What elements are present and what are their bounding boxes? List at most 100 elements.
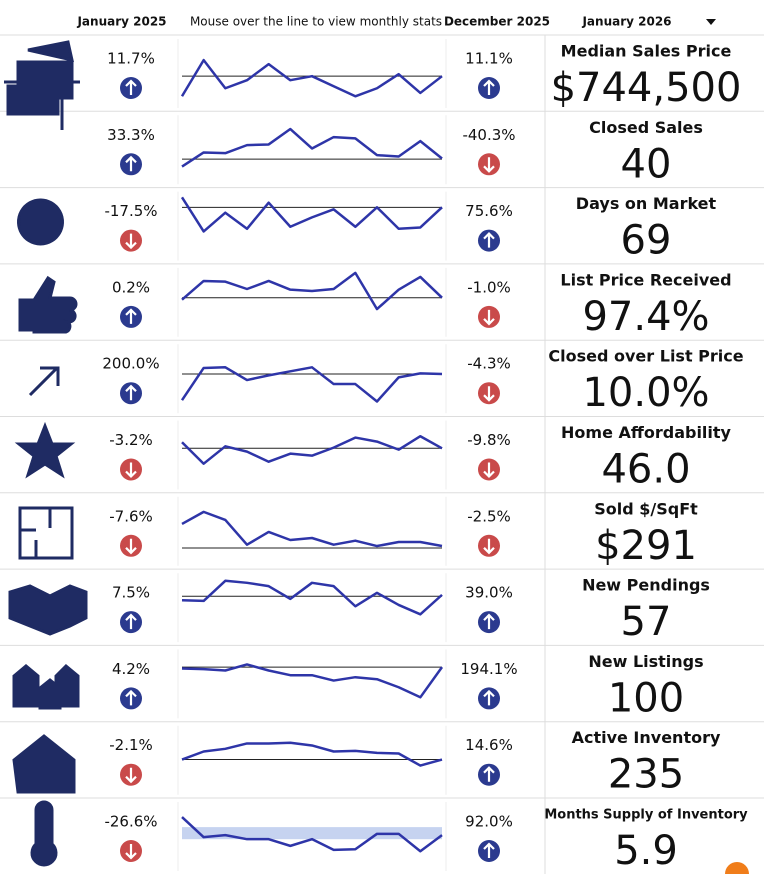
metric-value: 5.9 — [614, 828, 678, 874]
start-change: 4.2% — [112, 660, 150, 678]
end-change: 75.6% — [465, 202, 513, 220]
arrow-glyph — [483, 613, 495, 630]
sparkline-hover[interactable] — [182, 422, 442, 489]
arrow-glyph — [125, 79, 137, 95]
arrow-glyph — [125, 844, 137, 860]
arrow-glyph — [483, 538, 495, 555]
metric-icon — [14, 421, 76, 479]
metric-value: 97.4% — [582, 294, 709, 340]
arrow-glyph — [125, 155, 137, 172]
arrow-glyph — [483, 842, 495, 858]
arrow-glyph — [125, 384, 137, 401]
end-change: 194.1% — [460, 660, 517, 678]
end-change: 92.0% — [465, 813, 513, 831]
metric-icon — [17, 198, 64, 246]
help-badge[interactable] — [725, 862, 749, 874]
metric-label: Days on Market — [576, 194, 717, 213]
sparkline-hover[interactable] — [182, 498, 442, 565]
month-select[interactable]: January 2026 — [581, 15, 716, 29]
metric-label: New Listings — [588, 652, 703, 671]
sparkline — [181, 271, 443, 311]
metric-icon — [4, 80, 80, 130]
sparkline — [180, 196, 443, 233]
arrow-glyph — [125, 613, 137, 630]
metric-value: 69 — [621, 218, 672, 264]
sparkline-hover[interactable] — [182, 574, 442, 641]
end-change: -4.3% — [467, 355, 511, 373]
sparkline — [181, 741, 443, 767]
metric-value: 10.0% — [582, 370, 709, 416]
sparkline — [180, 366, 443, 403]
sparkline-hover[interactable] — [182, 269, 442, 336]
start-change: 11.7% — [107, 50, 155, 68]
arrow-glyph — [125, 462, 137, 479]
current-month[interactable]: January 2026 — [581, 15, 671, 29]
dropdown-arrow[interactable] — [706, 19, 716, 25]
metric-label: Median Sales Price — [561, 42, 732, 61]
sparkline — [181, 510, 443, 548]
arrow-glyph — [125, 233, 137, 250]
range-band — [182, 827, 442, 840]
sparkline — [181, 663, 444, 699]
sparkline-hover[interactable] — [182, 803, 442, 870]
metric-label: Active Inventory — [572, 728, 721, 747]
hint: Mouse over the line to view monthly stat… — [190, 15, 442, 29]
start-change: 0.2% — [112, 278, 150, 296]
sparkline-hover[interactable] — [182, 727, 442, 794]
sparkline-hover[interactable] — [182, 40, 442, 107]
sparkline — [181, 816, 443, 853]
arrow-glyph — [483, 79, 495, 95]
metric-label: Months Supply of Inventory — [544, 808, 748, 823]
metric-value: 40 — [621, 141, 672, 187]
sparkline — [181, 579, 443, 616]
arrow-glyph — [125, 767, 137, 784]
metric-label: List Price Received — [560, 270, 731, 289]
metric-value: 235 — [608, 752, 684, 798]
sparkline-hover[interactable] — [182, 116, 442, 183]
start-change: -3.2% — [109, 431, 153, 449]
start-header: January 2025 — [76, 15, 166, 29]
start-change: -17.5% — [104, 202, 157, 220]
end-change: -9.8% — [467, 431, 511, 449]
metric-icon — [12, 663, 80, 710]
metric-label: Home Affordability — [561, 423, 732, 442]
arrow-glyph — [483, 232, 495, 248]
arrow-glyph — [483, 157, 495, 173]
metric-value: $744,500 — [551, 65, 742, 111]
sparkline-hover[interactable] — [182, 345, 442, 412]
arrow-glyph — [125, 308, 137, 324]
metric-icon — [12, 734, 76, 794]
metric-value: $291 — [595, 523, 697, 569]
sparkline — [181, 434, 443, 465]
arrow-glyph — [483, 462, 495, 479]
end-header: December 2025 — [444, 15, 550, 29]
arrow-glyph — [125, 538, 137, 555]
metric-icon — [18, 275, 78, 334]
arrow-glyph — [483, 386, 495, 402]
sparkline — [181, 127, 443, 168]
metric-icon — [8, 584, 88, 636]
start-change: 200.0% — [102, 355, 159, 373]
start-change: -2.1% — [109, 736, 153, 754]
arrow-glyph — [125, 689, 137, 706]
metric-label: Closed over List Price — [548, 347, 743, 366]
arrow-glyph — [483, 309, 495, 326]
sparkline — [180, 58, 443, 98]
start-change: 7.5% — [112, 584, 150, 602]
end-change: 39.0% — [465, 584, 513, 602]
metric-label: New Pendings — [582, 576, 710, 595]
metric-icon — [28, 366, 60, 397]
metric-value: 100 — [608, 675, 684, 721]
metric-label: Sold $/SqFt — [594, 499, 698, 518]
start-change: -26.6% — [104, 813, 157, 831]
end-change: 14.6% — [465, 736, 513, 754]
end-change: -40.3% — [462, 126, 515, 144]
metric-value: 57 — [621, 599, 672, 645]
end-change: -1.0% — [467, 278, 511, 296]
metric-icon — [18, 506, 74, 560]
sparkline-hover[interactable] — [182, 650, 442, 717]
arrow-glyph — [483, 766, 495, 782]
metric-icon — [30, 800, 58, 867]
sparkline-hover[interactable] — [182, 193, 442, 260]
